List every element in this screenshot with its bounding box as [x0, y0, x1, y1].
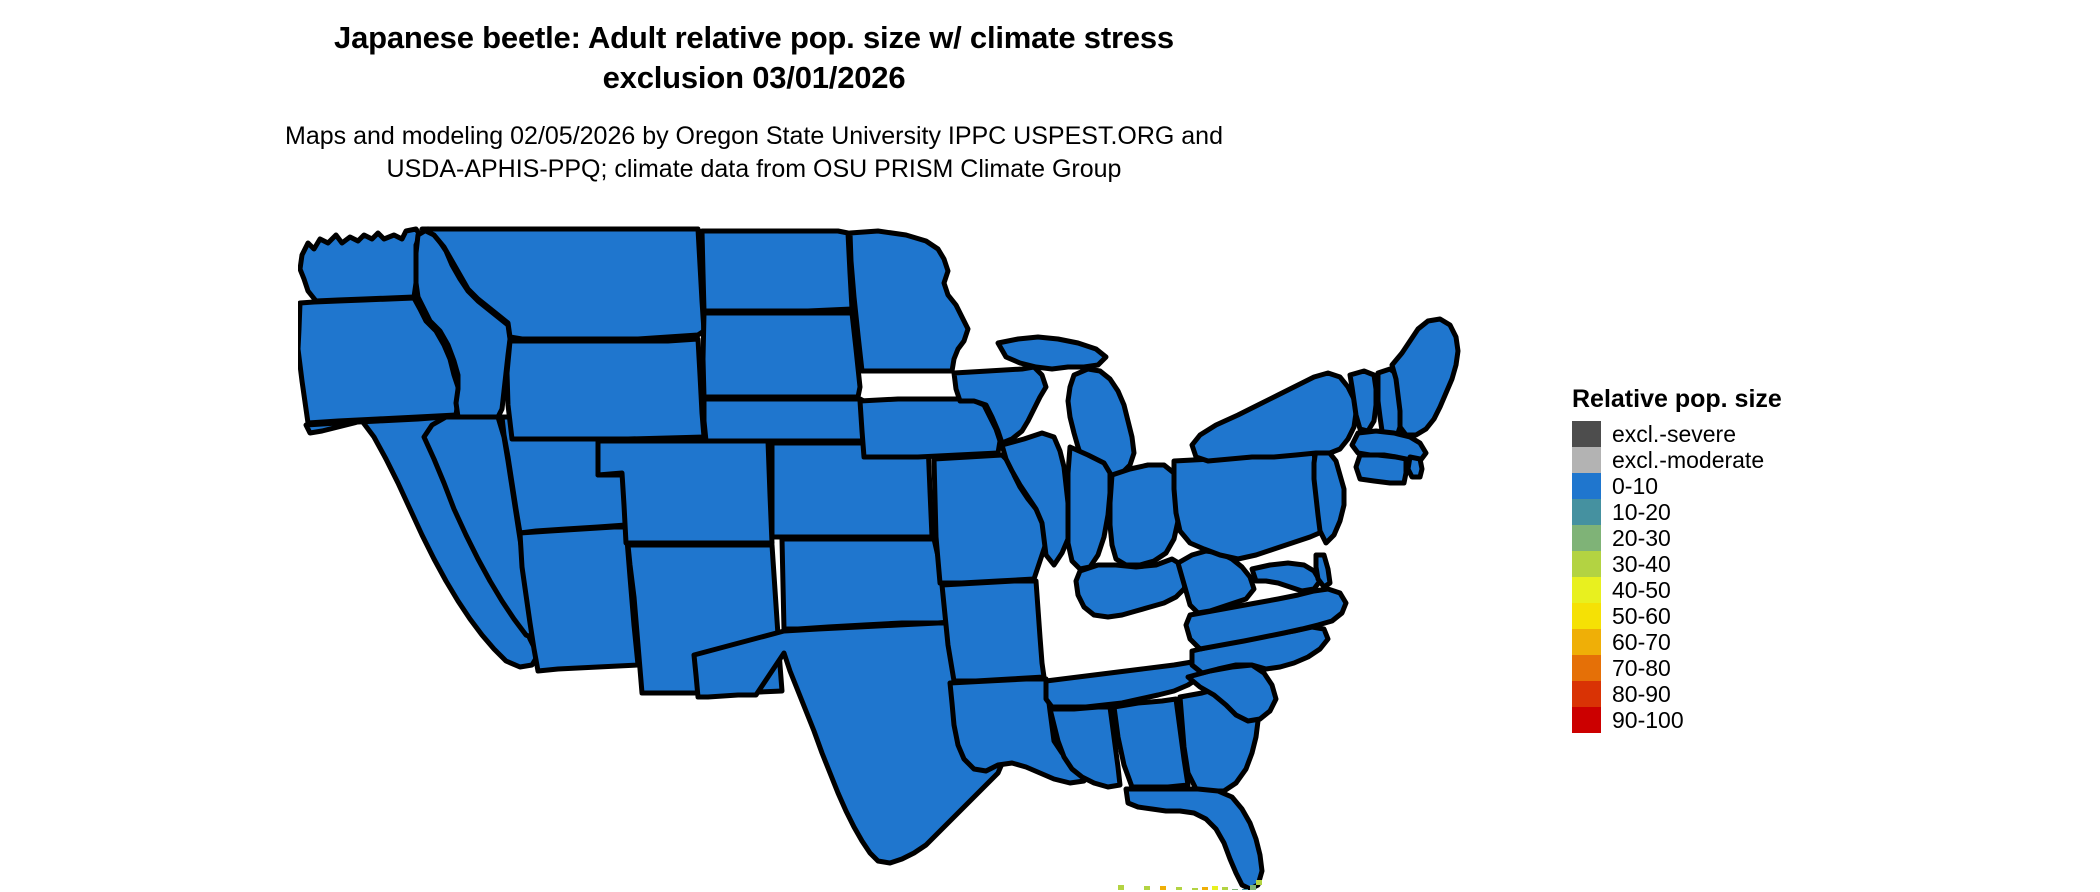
legend-swatch-icon — [1572, 551, 1601, 577]
state-ND — [699, 228, 855, 314]
legend-item-60-70: 60-70 — [1572, 629, 1782, 655]
state-AL — [1111, 696, 1191, 790]
state-PA — [1171, 450, 1327, 562]
state-IN — [1065, 444, 1113, 572]
key-pixel — [1176, 887, 1182, 890]
legend-swatch-icon — [1572, 447, 1601, 473]
state-CO — [595, 438, 775, 546]
legend-swatch-icon — [1572, 681, 1601, 707]
legend-item-excl-severe: excl.-severe — [1572, 421, 1782, 447]
state-AR — [939, 578, 1047, 684]
legend-label: 90-100 — [1612, 707, 1684, 733]
legend-swatch-icon — [1572, 499, 1601, 525]
state-AZ — [517, 524, 641, 674]
legend-item-excl-moderate: excl.-moderate — [1572, 447, 1782, 473]
key-pixel — [1232, 889, 1238, 890]
state-DE — [1313, 552, 1333, 590]
subtitle-line-1: Maps and modeling 02/05/2026 by Oregon S… — [285, 122, 1223, 150]
legend-swatch-icon — [1572, 421, 1601, 447]
legend-item-30-40: 30-40 — [1572, 551, 1782, 577]
state-IL — [999, 430, 1073, 568]
florida-keys-pixels — [1118, 880, 1262, 890]
state-ME — [1389, 316, 1461, 438]
state-MD — [1249, 560, 1323, 594]
key-pixel — [1256, 880, 1262, 885]
legend-item-0-10: 0-10 — [1572, 473, 1782, 499]
state-MI-upper — [995, 334, 1109, 372]
state-NJ — [1311, 446, 1347, 546]
legend-item-10-20: 10-20 — [1572, 499, 1782, 525]
key-pixel — [1202, 887, 1208, 890]
state-SD — [700, 310, 863, 400]
key-pixel — [1222, 887, 1228, 890]
state-CT — [1353, 452, 1409, 486]
key-pixel — [1192, 888, 1198, 890]
us-map-svg — [298, 226, 1461, 890]
legend-label: 10-20 — [1612, 499, 1671, 525]
key-pixel — [1144, 886, 1150, 890]
key-pixel — [1118, 885, 1124, 890]
legend-title: Relative pop. size — [1572, 385, 1782, 413]
title-line-2: exclusion 03/01/2026 — [602, 60, 906, 95]
state-VA — [1183, 586, 1349, 652]
state-WA — [298, 226, 423, 304]
legend-label: 40-50 — [1612, 577, 1671, 603]
legend-label: 30-40 — [1612, 551, 1671, 577]
state-VT — [1347, 368, 1379, 434]
legend-swatch-icon — [1572, 473, 1601, 499]
legend-item-80-90: 80-90 — [1572, 681, 1782, 707]
legend-label: 0-10 — [1612, 473, 1659, 499]
legend-item-40-50: 40-50 — [1572, 577, 1782, 603]
state-MN — [847, 228, 971, 374]
page-title: Japanese beetle: Adult relative pop. siz… — [0, 18, 1508, 98]
legend-swatch-icon — [1572, 629, 1601, 655]
key-pixel — [1212, 886, 1218, 890]
state-NY — [1189, 370, 1359, 464]
legend-swatch-icon — [1572, 577, 1601, 603]
state-WY — [504, 336, 707, 442]
state-FL — [1123, 786, 1265, 890]
legend-swatch-icon — [1572, 707, 1601, 733]
legend-label: 70-80 — [1612, 655, 1671, 681]
legend-swatch-icon — [1572, 603, 1601, 629]
legend-item-20-30: 20-30 — [1572, 525, 1782, 551]
legend-label: excl.-moderate — [1612, 447, 1765, 473]
legend-item-50-60: 50-60 — [1572, 603, 1782, 629]
page-subtitle: Maps and modeling 02/05/2026 by Oregon S… — [0, 120, 1508, 186]
title-line-1: Japanese beetle: Adult relative pop. siz… — [334, 20, 1174, 55]
states-group — [298, 226, 1461, 890]
state-RI — [1405, 454, 1425, 480]
legend-swatch-icon — [1572, 525, 1601, 551]
map-legend: Relative pop. size excl.-severe excl.-mod… — [1572, 385, 1782, 733]
state-KY — [1073, 556, 1191, 620]
legend-items: excl.-severe excl.-moderate 0-10 10-20 20-30… — [1572, 421, 1782, 733]
key-pixel — [1250, 885, 1256, 890]
legend-label: excl.-severe — [1612, 421, 1736, 447]
key-pixel — [1242, 889, 1248, 890]
legend-item-90-100: 90-100 — [1572, 707, 1782, 733]
legend-item-70-80: 70-80 — [1572, 655, 1782, 681]
key-pixel — [1160, 886, 1166, 890]
us-choropleth-map — [298, 225, 1558, 890]
state-OH — [1107, 462, 1183, 568]
legend-swatch-icon — [1572, 655, 1601, 681]
state-MS — [1047, 704, 1123, 790]
legend-label: 50-60 — [1612, 603, 1671, 629]
legend-label: 20-30 — [1612, 525, 1671, 551]
state-IA — [857, 396, 1003, 460]
subtitle-line-2: USDA-APHIS-PPQ; climate data from OSU PR… — [386, 155, 1122, 183]
legend-label: 80-90 — [1612, 681, 1671, 707]
legend-label: 60-70 — [1612, 629, 1671, 655]
